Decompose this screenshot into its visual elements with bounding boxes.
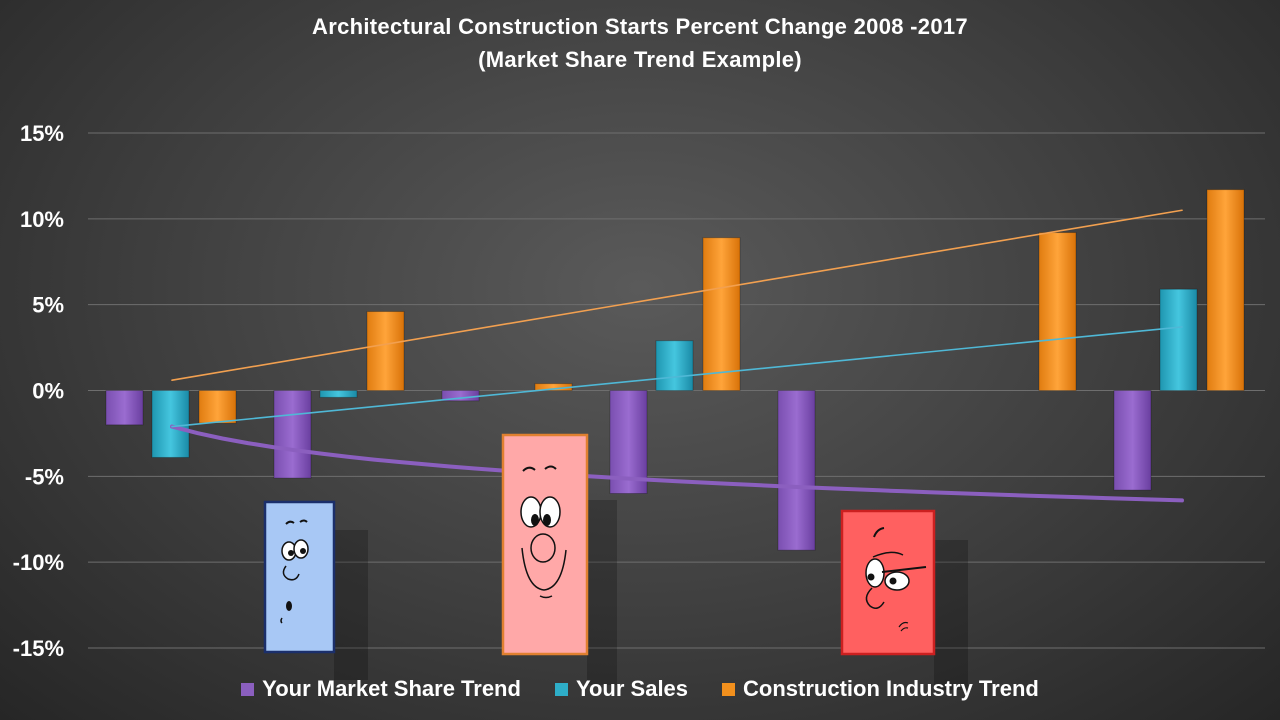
bar-construction-industry-trend[interactable]: [198, 390, 237, 424]
bar-construction-industry-trend[interactable]: [702, 237, 741, 391]
bar-construction-industry-trend[interactable]: [366, 311, 405, 391]
blue-cartoon-face: [263, 500, 336, 654]
y-tick-label: 10%: [20, 207, 64, 232]
y-tick-label: 15%: [20, 121, 64, 146]
legend-label: Your Sales: [575, 676, 689, 701]
y-tick-label: -10%: [13, 550, 64, 575]
chart-legend: Your Market Share Trend Your Sales Const…: [0, 676, 1280, 702]
y-axis-ticks: 15% 10% 5% 0% -5% -10% -15%: [13, 121, 64, 661]
cartoon-shadows: [334, 500, 968, 690]
chart-subtitle: (Market Share Trend Example): [478, 47, 802, 72]
legend-swatch-blue: [554, 682, 568, 696]
legend-item-your-sales[interactable]: Your Sales: [554, 676, 689, 702]
cartoon-shadow: [934, 540, 968, 690]
bar-your-market-share-trend[interactable]: [273, 390, 312, 479]
bar-construction-industry-trend[interactable]: [1206, 189, 1245, 391]
chart-title: Architectural Construction Starts Percen…: [0, 10, 1280, 76]
bar-your-market-share-trend[interactable]: [777, 390, 816, 551]
cartoon-shadow: [334, 530, 368, 680]
y-tick-label: -5%: [25, 464, 64, 489]
trendlines: [170, 209, 1184, 503]
trendline-construction-industry-trend: [171, 209, 1183, 381]
legend-label: Your Market Share Trend: [262, 676, 521, 701]
bar-your-sales[interactable]: [1159, 288, 1198, 392]
legend-item-construction-industry[interactable]: Construction Industry Trend: [722, 676, 1039, 702]
bar-construction-industry-trend[interactable]: [1038, 232, 1077, 391]
bar-your-market-share-trend[interactable]: [105, 390, 144, 426]
bar-your-sales[interactable]: [655, 340, 694, 392]
bar-your-sales[interactable]: [319, 390, 358, 398]
trendline-your-market-share-trend: [170, 424, 1184, 503]
trendline-your-sales: [171, 326, 1183, 428]
chart-title-main: Architectural Construction Starts Percen…: [312, 14, 968, 39]
pink-cartoon-face: [501, 433, 589, 656]
legend-item-market-share[interactable]: Your Market Share Trend: [241, 676, 521, 702]
red-cartoon-face: [840, 509, 936, 656]
legend-swatch-purple: [241, 682, 255, 696]
bar-your-sales[interactable]: [151, 390, 190, 458]
y-tick-label: 0%: [32, 379, 64, 404]
legend-label: Construction Industry Trend: [743, 676, 1039, 701]
legend-swatch-orange: [722, 682, 736, 696]
bars: [105, 189, 1245, 551]
bar-your-market-share-trend[interactable]: [1113, 390, 1152, 491]
y-tick-label: -15%: [13, 636, 64, 661]
y-tick-label: 5%: [32, 293, 64, 318]
cartoon-shadow: [587, 500, 617, 685]
